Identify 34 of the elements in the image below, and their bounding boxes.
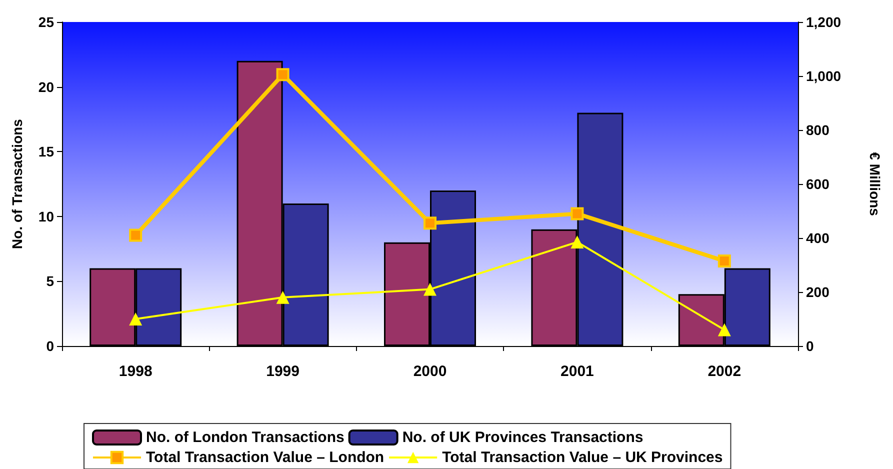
point <box>570 236 584 249</box>
point <box>276 68 290 82</box>
y-tick-label: 10 <box>38 208 54 224</box>
point <box>570 207 584 220</box>
legend-label: No. of London Transactions <box>146 429 344 446</box>
point <box>718 254 731 268</box>
point <box>718 323 731 336</box>
x-tick-label: 1998 <box>118 363 152 380</box>
point <box>276 290 290 304</box>
y-tick-label: 5 <box>46 273 54 290</box>
y2-tick-label: 600 <box>806 176 830 192</box>
y2-tick-label: 800 <box>806 122 830 138</box>
point <box>424 282 436 296</box>
y2-tick-label: 200 <box>806 284 830 300</box>
y-tick-label: 15 <box>38 144 54 160</box>
x-tick-label: 2001 <box>560 363 594 380</box>
y2-tick-label: 0 <box>806 338 814 354</box>
y-tick-label: 20 <box>38 78 54 95</box>
y-tick-label: 25 <box>38 14 54 30</box>
legend-label: No. of UK Provinces Transactions <box>402 429 644 446</box>
y-tick-label: 0 <box>46 338 54 354</box>
y2-tick-label: 1,000 <box>806 68 842 84</box>
x-tick-label: 1999 <box>266 363 300 380</box>
x-tick-label: 2002 <box>708 363 742 380</box>
x-tick-label: 2000 <box>413 363 447 380</box>
y2-tick-label: 1,200 <box>806 14 842 30</box>
y-axis-title: No. of Transactions <box>9 118 25 249</box>
legend-label: Total Transaction Value – London <box>146 449 384 466</box>
point <box>129 312 142 326</box>
legend-label: Total Transaction Value – UK Provinces <box>442 449 723 466</box>
point <box>129 228 142 242</box>
y2-tick-label: 400 <box>806 230 830 246</box>
y2-axis-title: € Millions <box>867 152 883 216</box>
point <box>424 216 436 230</box>
